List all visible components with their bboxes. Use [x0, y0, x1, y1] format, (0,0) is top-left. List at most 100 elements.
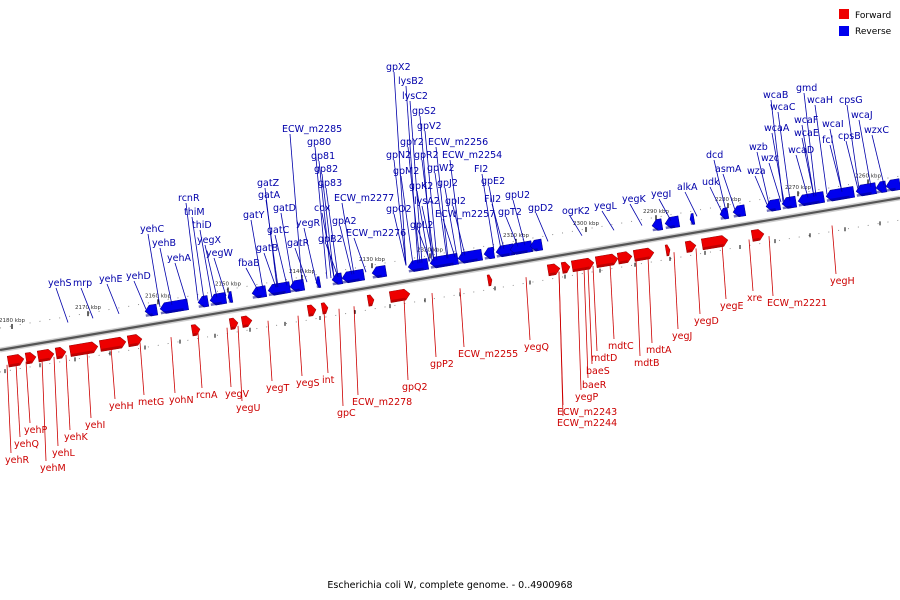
forward-gene-label: yegT — [266, 383, 289, 394]
reverse-leader-line — [400, 175, 414, 265]
reverse-gene-label: gatY — [243, 210, 265, 221]
reverse-gene — [875, 180, 888, 194]
reverse-leader-line — [801, 124, 815, 197]
forward-leader-line — [170, 337, 176, 394]
reverse-gene — [825, 186, 856, 202]
forward-leader-line — [139, 342, 145, 396]
gene-shadow — [8, 362, 20, 368]
reverse-gene — [371, 265, 388, 279]
reverse-gene-label: ECW_m2257 — [435, 209, 495, 220]
reverse-leader-line — [341, 202, 355, 275]
reverse-leader-line — [713, 159, 727, 212]
reverse-leader-line — [417, 229, 431, 262]
gene-shadow — [198, 304, 204, 308]
reverse-gene-label: yegL — [594, 201, 617, 212]
forward-gene-label: yegH — [830, 276, 855, 287]
reverse-gene-label: gpB2 — [318, 234, 343, 245]
gene-arrow — [765, 198, 782, 212]
forward-leader-line — [25, 361, 31, 424]
reverse-leader-line — [658, 198, 672, 221]
gene-shadow — [56, 355, 62, 359]
reverse-gene-label: ogrK2 — [562, 206, 590, 217]
reverse-gene-label: wcaF — [794, 115, 818, 126]
gene-shadow — [488, 283, 491, 287]
gene-shadow — [826, 195, 850, 202]
forward-leader-line — [226, 327, 232, 388]
reverse-gene-label: fcl — [822, 135, 833, 146]
legend-forward-label: Forward — [855, 11, 891, 21]
gene-arrow — [719, 207, 730, 220]
forward-gene — [664, 244, 671, 257]
reverse-leader-line — [289, 133, 303, 284]
gene-shadow — [332, 282, 338, 286]
forward-gene-label: yegU — [236, 403, 260, 414]
reverse-gene-label: yehA — [167, 253, 191, 264]
gene-arrow — [684, 240, 697, 253]
gene-shadow — [484, 256, 490, 260]
gene-features — [6, 178, 900, 368]
reverse-gene-label: gpD2 — [528, 203, 553, 214]
reverse-gene — [209, 292, 228, 306]
band-below — [0, 219, 900, 373]
gene-shadow — [876, 190, 882, 194]
reverse-gene-label: yegW — [206, 248, 233, 259]
forward-leader-line — [6, 364, 12, 454]
forward-leader-line — [297, 315, 303, 377]
gene-shadow — [720, 216, 725, 220]
forward-gene-label: baeR — [582, 380, 607, 391]
forward-gene-label: yehL — [52, 448, 75, 459]
forward-gene-label: yegQ — [524, 342, 549, 353]
forward-leader-line — [635, 258, 641, 357]
gene-shadow — [316, 285, 319, 289]
feature-bands — [0, 175, 900, 373]
gene-arrow — [689, 213, 696, 225]
forward-leader-line — [431, 293, 437, 358]
reverse-gene-label: gpN2 — [386, 150, 411, 161]
forward-gene-label: mdtD — [591, 353, 617, 364]
reverse-gene-label: gatC — [267, 225, 290, 236]
reverse-leader-line — [405, 85, 419, 264]
reverse-leader-line — [147, 233, 161, 308]
gene-shadow — [26, 360, 32, 365]
gene-arrow — [315, 276, 322, 288]
forward-gene-label: baeS — [586, 366, 610, 377]
forward-leader-line — [65, 354, 71, 431]
forward-gene-label: gpP2 — [430, 359, 454, 370]
reverse-gene-label: yehD — [126, 271, 151, 282]
reverse-gene-label: gpK2 — [409, 181, 433, 192]
gene-shadow — [230, 326, 235, 330]
reverse-gene-label: gpO2 — [386, 204, 412, 215]
forward-leader-line — [576, 268, 582, 391]
gene-shadow — [702, 243, 724, 250]
reverse-gene-label: ECW_m2277 — [334, 193, 394, 204]
gene-shadow — [618, 260, 628, 265]
forward-leader-line — [267, 320, 273, 382]
reverse-gene-label: yegI — [651, 189, 671, 200]
reverse-leader-line — [245, 267, 259, 291]
band-above — [0, 175, 900, 329]
reverse-gene-label: yehS — [48, 278, 72, 289]
forward-gene-label: rcnA — [196, 390, 218, 401]
reverse-leader-line — [407, 146, 421, 264]
reverse-leader-line — [421, 159, 435, 261]
gene-arrow — [289, 278, 306, 292]
forward-gene — [570, 257, 595, 273]
forward-leader-line — [768, 236, 774, 297]
reverse-leader-line — [488, 185, 502, 250]
reverse-gene — [689, 213, 696, 225]
reverse-leader-line — [325, 187, 339, 277]
reverse-gene-label: lysA2 — [414, 196, 440, 207]
gene-shadow — [368, 303, 372, 307]
forward-leader-line — [323, 311, 329, 374]
reverse-gene-label: ECW_m2276 — [346, 228, 406, 239]
reverse-leader-line — [250, 219, 264, 290]
reverse-leader-line — [481, 173, 495, 251]
reverse-gene-label: wcaJ — [851, 110, 873, 121]
reverse-gene-label: cpsG — [839, 95, 863, 106]
forward-gene — [228, 317, 239, 330]
reverse-gene — [529, 238, 544, 252]
reverse-leader-line — [754, 175, 768, 205]
reverse-gene-label: yegK — [622, 194, 646, 205]
reverse-gene — [885, 178, 900, 192]
reverse-gene — [407, 258, 430, 273]
